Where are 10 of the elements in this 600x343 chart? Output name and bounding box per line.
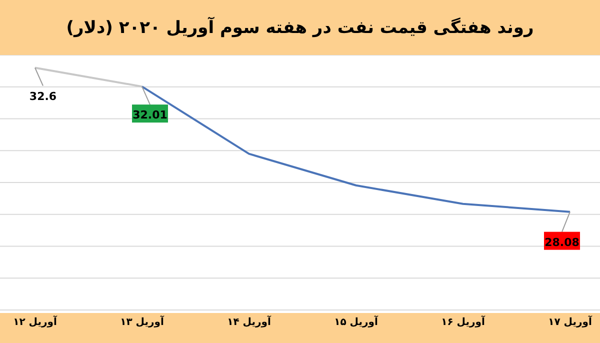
data-label: 32.01 [132,108,168,122]
x-tick-label: ۱۵ آوریل [334,315,378,328]
data-label: 28.08 [544,236,580,249]
x-tick-label: ۱۶ آوریل [441,315,486,328]
x-tick-label: ۱۳ آوریل [120,315,164,328]
data-label: 32.6 [29,90,57,103]
x-tick-label: ۱۲ آوریل [13,315,58,328]
x-tick-label: ۱۴ آوریل [227,315,272,328]
x-tick-label: ۱۷ آوریل [548,315,592,328]
chart-title: روند هفتگی قیمت نفت در هفته سوم آوریل ۲۰۲۰ (دلار) [0,0,600,55]
